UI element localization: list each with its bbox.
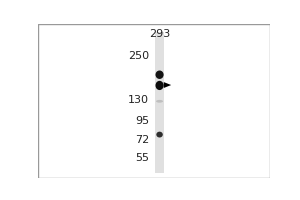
Ellipse shape xyxy=(156,100,163,103)
Text: 250: 250 xyxy=(128,51,149,61)
Ellipse shape xyxy=(156,132,163,138)
Ellipse shape xyxy=(155,70,164,79)
Polygon shape xyxy=(164,82,171,88)
Text: 293: 293 xyxy=(149,29,170,39)
Ellipse shape xyxy=(155,81,164,90)
Text: 55: 55 xyxy=(135,153,149,163)
Text: 130: 130 xyxy=(128,95,149,105)
Text: 72: 72 xyxy=(135,135,149,145)
Text: 95: 95 xyxy=(135,116,149,126)
Bar xyxy=(155,32,164,173)
